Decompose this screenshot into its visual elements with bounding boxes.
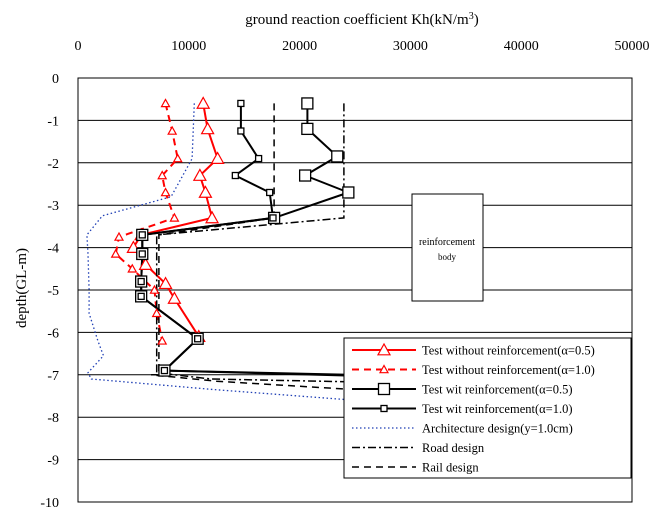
data-point <box>110 248 121 258</box>
data-point <box>301 122 314 136</box>
y-axis-title: depth(GL-m) <box>14 248 30 328</box>
x-tick-label: 30000 <box>393 39 428 54</box>
data-point <box>138 257 153 270</box>
data-point <box>160 187 171 197</box>
y-tick-label: -8 <box>47 411 59 426</box>
data-point <box>149 284 160 294</box>
data-point <box>237 99 245 108</box>
series-line-1 <box>114 103 179 342</box>
x-tick-label: 50000 <box>615 39 650 54</box>
y-tick-labels: 0 -1 -2 -3 -4 -5 -6 -7 -8 -9 -10 <box>40 72 59 511</box>
data-point <box>254 154 263 163</box>
data-point <box>172 153 183 163</box>
data-point <box>301 97 314 110</box>
legend-marker <box>378 364 390 374</box>
series-line-5 <box>155 103 633 389</box>
data-point <box>198 185 213 198</box>
data-point <box>210 151 225 164</box>
legend-label: Test wit reinforcement(α=0.5) <box>422 383 573 397</box>
data-point <box>167 125 178 135</box>
data-point <box>160 366 169 375</box>
legend-label: Architecture design(y=1.0cm) <box>422 422 573 436</box>
data-point <box>331 150 344 163</box>
data-point <box>137 277 145 286</box>
legend-label: Rail design <box>422 461 479 475</box>
data-point <box>237 127 245 135</box>
x-tick-label: 10000 <box>171 39 206 54</box>
data-point <box>169 212 180 222</box>
data-point <box>157 170 168 180</box>
data-point <box>127 263 138 273</box>
data-point <box>151 308 162 318</box>
y-tick-label: -10 <box>40 496 59 511</box>
y-tick-label: -2 <box>47 157 59 172</box>
data-point <box>194 335 202 343</box>
data-point <box>167 291 182 304</box>
x-tick-label: 40000 <box>504 39 539 54</box>
data-point <box>196 96 211 109</box>
x-tick-label: 0 <box>75 39 82 54</box>
data-point <box>269 214 277 222</box>
data-point <box>192 168 207 181</box>
data-point <box>158 276 173 290</box>
x-axis-title: ground reaction coefficient Kh(kN/m3) <box>245 11 478 29</box>
reinforcement-body-box <box>411 193 484 302</box>
y-tick-label: -7 <box>47 369 59 384</box>
data-point <box>200 121 215 135</box>
plot-frame <box>77 77 633 503</box>
data-point <box>205 210 220 224</box>
data-point <box>138 231 146 239</box>
x-tick-labels: 0 10000 20000 30000 40000 50000 <box>75 39 650 54</box>
legend-label: Road design <box>422 441 485 455</box>
y-tick-label: -6 <box>47 326 59 341</box>
y-tick-label: 0 <box>52 72 59 87</box>
legend: Test without reinforcement(α=0.5) Test wi… <box>343 337 632 479</box>
annotation-line-2: body <box>438 252 457 262</box>
y-tick-label: -5 <box>47 284 59 299</box>
legend-marker <box>377 382 391 396</box>
legend-marker <box>380 404 388 413</box>
data-point <box>298 169 312 182</box>
data-point <box>157 335 168 345</box>
annotation-line-1: reinforcement <box>419 237 475 248</box>
data-point <box>138 250 146 258</box>
legend-label: Test wit reinforcement(α=1.0) <box>422 402 573 416</box>
data-point <box>342 186 355 199</box>
data-point <box>160 98 171 108</box>
data-point <box>113 231 125 241</box>
data-point <box>266 188 274 197</box>
legend-marker <box>376 342 392 356</box>
reinforcement-body-annotation: reinforcement body <box>411 193 484 302</box>
legend-label: Test without reinforcement(α=1.0) <box>422 363 595 377</box>
x-tick-label: 20000 <box>282 39 317 54</box>
y-tick-label: -1 <box>47 114 59 129</box>
data-point <box>137 292 145 301</box>
y-tick-label: -3 <box>47 199 59 214</box>
data-point <box>231 171 239 180</box>
y-tick-label: -4 <box>47 242 59 257</box>
legend-label: Test without reinforcement(α=0.5) <box>422 344 595 358</box>
y-tick-label: -9 <box>47 454 59 469</box>
series-markers <box>110 96 355 377</box>
